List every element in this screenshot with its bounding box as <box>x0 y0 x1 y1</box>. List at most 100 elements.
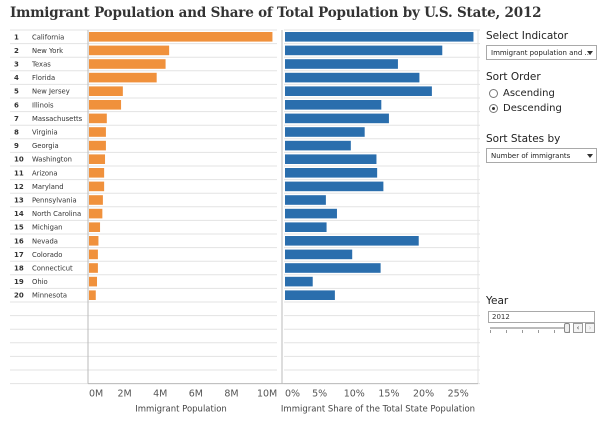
state-label: Virginia <box>32 129 58 137</box>
immigrant-share-bar <box>285 140 351 151</box>
immigrant-population-bar <box>89 195 103 205</box>
immigrant-population-tick-label: 10M <box>257 389 277 400</box>
immigrant-share-bar <box>285 45 443 56</box>
immigrant-population-bar <box>89 290 96 300</box>
rank-label: 4 <box>14 74 19 82</box>
immigrant-share-tick-label: 15% <box>378 389 399 400</box>
immigrant-share-bar <box>285 154 377 164</box>
select-indicator-dropdown[interactable]: Immigrant population and ... <box>486 45 597 60</box>
chart-area: 1 California 2 New York 3 Texas 4 Florida 5 New J… <box>10 29 480 415</box>
immigrant-population-bar <box>89 86 123 96</box>
chevron-left-icon[interactable]: ‹ <box>573 323 583 333</box>
year-input[interactable]: 2012 <box>488 311 595 323</box>
immigrant-population-tick-label: 6M <box>189 389 203 400</box>
immigrant-population-bar <box>89 208 103 219</box>
rank-label: 9 <box>14 142 19 150</box>
state-label: Massachusetts <box>32 115 83 123</box>
rank-label: 6 <box>14 101 19 109</box>
immigrant-share-bar <box>285 86 432 96</box>
rank-label: 10 <box>14 156 24 164</box>
sort-descending-option[interactable]: Descending <box>489 103 562 114</box>
immigrant-share-tick-label: 10% <box>344 389 365 400</box>
immigrant-population-bar <box>89 249 98 260</box>
state-label: Connecticut <box>32 265 73 273</box>
rank-label: 17 <box>14 251 24 259</box>
immigrant-share-bar <box>285 168 378 178</box>
select-indicator-value: Immigrant population and ... <box>491 49 592 57</box>
rank-label: 14 <box>14 210 24 218</box>
chevron-down-icon <box>587 154 593 158</box>
state-label: North Carolina <box>32 210 81 218</box>
immigrant-population-tick-label: 8M <box>224 389 238 400</box>
sort-states-by-dropdown[interactable]: Number of immigrants <box>486 148 597 163</box>
rank-label: 13 <box>14 197 24 205</box>
state-label: Georgia <box>32 142 59 150</box>
immigrant-population-bar <box>89 72 157 83</box>
immigrant-population-bar <box>89 276 98 287</box>
state-label: Pennsylvania <box>32 197 77 205</box>
rank-label: 3 <box>14 61 19 69</box>
state-label: Maryland <box>32 183 64 191</box>
immigrant-population-bar <box>89 59 166 69</box>
rank-label: 18 <box>14 265 24 273</box>
state-label: Arizona <box>32 169 58 177</box>
year-slider-track[interactable] <box>490 327 570 329</box>
immigrant-share-bar <box>285 32 474 42</box>
sort-order-label: Sort Order <box>486 71 541 83</box>
rank-label: 8 <box>14 129 19 137</box>
immigrant-population-tick-label: 4M <box>153 389 167 400</box>
state-label: Ohio <box>32 278 48 286</box>
state-label: Florida <box>32 74 55 82</box>
select-indicator-label: Select Indicator <box>486 30 569 42</box>
control-panel: Select Indicator Immigrant population an… <box>486 0 603 427</box>
sort-states-by-value: Number of immigrants <box>491 152 571 160</box>
immigrant-population-bar <box>89 45 170 56</box>
immigrant-share-tick-label: 25% <box>448 389 469 400</box>
x-axis-title: Immigrant Population <box>135 405 227 415</box>
immigrant-share-tick-label: 20% <box>413 389 434 400</box>
immigrant-share-bar <box>285 208 337 219</box>
bar-charts: 1 California 2 New York 3 Texas 4 Florida 5 New J… <box>10 29 480 415</box>
sort-ascending-option[interactable]: Ascending <box>489 88 555 99</box>
immigrant-share-bar <box>285 290 335 300</box>
immigrant-population-bar <box>89 222 101 232</box>
rank-label: 15 <box>14 224 24 232</box>
rank-label: 16 <box>14 237 24 245</box>
immigrant-population-bar <box>89 168 105 178</box>
radio-checked-icon[interactable] <box>489 104 498 113</box>
immigrant-share-tick-label: 0% <box>285 389 300 400</box>
state-label: Michigan <box>32 224 62 232</box>
sort-descending-label: Descending <box>503 103 562 114</box>
sort-states-by-label: Sort States by <box>486 133 561 145</box>
state-label: Illinois <box>32 101 54 109</box>
rank-label: 7 <box>14 115 19 123</box>
state-label: New Jersey <box>32 88 70 96</box>
rank-label: 5 <box>14 88 19 96</box>
immigrant-population-bar <box>89 140 106 151</box>
rank-label: 19 <box>14 278 24 286</box>
year-slider-thumb[interactable] <box>564 323 570 333</box>
immigrant-share-bar <box>285 236 419 246</box>
state-label: Colorado <box>32 251 62 259</box>
rank-label: 20 <box>14 292 24 300</box>
x-axis-title: Immigrant Share of the Total State Popul… <box>281 405 475 415</box>
immigrant-population-tick-label: 0M <box>89 389 103 400</box>
radio-icon[interactable] <box>489 89 498 98</box>
immigrant-share-bar <box>285 59 398 69</box>
immigrant-share-bar <box>285 72 420 83</box>
immigrant-share-bar <box>285 222 327 232</box>
chevron-right-icon[interactable]: › <box>585 323 595 333</box>
year-slider-ticks <box>490 330 570 334</box>
immigrant-share-tick-label: 5% <box>312 389 327 400</box>
immigrant-population-bar <box>89 263 98 273</box>
immigrant-share-bar <box>285 181 384 192</box>
rank-label: 11 <box>14 169 24 177</box>
immigrant-share-bar <box>285 276 313 287</box>
rank-label: 2 <box>14 47 19 55</box>
chevron-down-icon <box>587 51 593 55</box>
state-label: New York <box>32 47 63 55</box>
rank-label: 1 <box>14 33 19 41</box>
state-label: Texas <box>31 61 51 69</box>
immigrant-population-bar <box>89 32 273 42</box>
rank-label: 12 <box>14 183 24 191</box>
